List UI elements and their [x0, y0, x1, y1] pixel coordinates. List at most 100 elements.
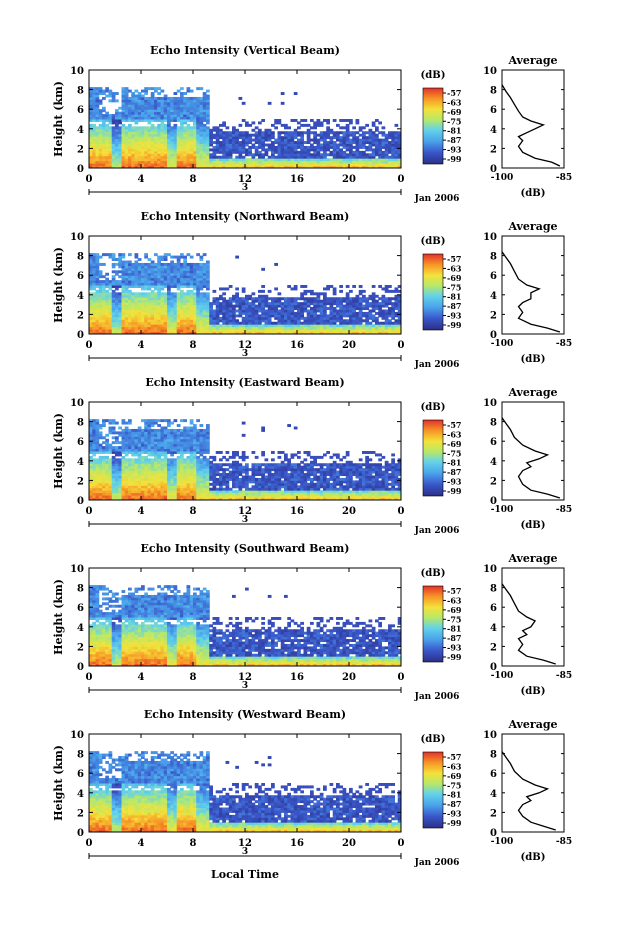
profile-y-tick-label: 6	[490, 271, 497, 282]
heatmap-cell	[382, 322, 386, 325]
heatmap-cell	[375, 158, 379, 161]
heatmap-cell	[187, 87, 191, 90]
heatmap-cell	[352, 151, 356, 154]
heatmap-cell	[109, 427, 113, 430]
heatmap-cell	[313, 297, 317, 300]
heatmap-cell	[261, 153, 265, 156]
heatmap-cell	[164, 292, 168, 295]
heatmap-cell	[323, 292, 327, 295]
heatmap-cell	[310, 119, 314, 122]
heatmap-cell	[391, 131, 395, 134]
heatmap-cells	[89, 419, 402, 500]
heatmap-cell	[300, 131, 304, 134]
heatmap-cell	[161, 427, 165, 430]
heatmap-cell	[307, 129, 311, 132]
heatmap-cell	[213, 290, 217, 293]
heatmap-cell	[206, 126, 210, 129]
heatmap-cell	[105, 124, 109, 127]
heatmap-cell	[177, 256, 181, 259]
heatmap-cell	[157, 97, 161, 100]
heatmap-cell	[151, 87, 155, 90]
heatmap-cell	[141, 90, 145, 93]
x-tick-label: 4	[138, 174, 145, 185]
heatmap-cell	[326, 141, 330, 144]
heatmap-cell	[115, 99, 119, 102]
heatmap-cell	[190, 290, 194, 293]
heatmap-cell	[378, 322, 382, 325]
chart-title: Echo Intensity (Eastward Beam)	[145, 376, 344, 389]
heatmap-cell	[161, 90, 165, 93]
heatmap-cell	[268, 302, 272, 305]
heatmap-cell	[339, 297, 343, 300]
heatmap-cell	[105, 439, 109, 442]
heatmap-cell	[112, 270, 116, 273]
heatmap-cell	[359, 285, 363, 288]
heatmap-cell	[128, 458, 132, 461]
heatmap-cell	[206, 292, 210, 295]
heatmap-cell	[105, 95, 109, 98]
heatmap-cell	[274, 126, 278, 129]
heatmap-cell	[388, 290, 392, 293]
heatmap-cell	[382, 295, 386, 298]
heatmap-cell	[203, 92, 207, 95]
heatmap-cell	[391, 302, 395, 305]
heatmap-cell	[109, 99, 113, 102]
heatmap-cell	[297, 121, 301, 124]
heatmap-cell	[382, 126, 386, 129]
profile-y-tick-label: 4	[490, 291, 497, 302]
heatmap-cell	[271, 141, 275, 144]
heatmap-cell	[284, 131, 288, 134]
heatmap-cell	[242, 297, 246, 300]
heatmap-cell	[135, 90, 139, 93]
heatmap-cell	[164, 263, 168, 266]
heatmap-cell	[281, 102, 285, 105]
heatmap-cell	[300, 119, 304, 122]
heatmap-cell	[317, 139, 321, 142]
heatmap-cell	[317, 119, 321, 122]
colorbar	[423, 254, 443, 330]
heatmap-cell	[99, 431, 103, 434]
heatmap-cell	[226, 126, 230, 129]
heatmap-cell	[115, 458, 119, 461]
heatmap-cell	[248, 124, 252, 127]
heatmap-cell	[304, 131, 308, 134]
heatmap-cell	[330, 151, 334, 154]
heatmap-cell	[372, 121, 376, 124]
heatmap-cell	[274, 263, 278, 266]
x-tick-label: 16	[290, 174, 304, 185]
heatmap-cell	[167, 458, 171, 461]
heatmap-cell	[122, 253, 126, 256]
heatmap-cell	[378, 297, 382, 300]
heatmap-cell	[369, 310, 373, 313]
heatmap-cell	[304, 285, 308, 288]
heatmap-cell	[115, 436, 119, 439]
heatmap-cell	[174, 429, 178, 432]
heatmap-cell	[167, 263, 171, 266]
heatmap-cell	[118, 253, 122, 256]
heatmap-cell	[109, 444, 113, 447]
heatmap-cell	[362, 151, 366, 154]
heatmap-cell	[96, 290, 100, 293]
heatmap-cell	[235, 156, 239, 159]
heatmap-cell	[326, 158, 330, 161]
heatmap-cell	[255, 297, 259, 300]
heatmap-cell	[102, 114, 106, 117]
heatmap-cell	[320, 300, 324, 303]
profile-x-tick-label: -100	[491, 173, 514, 183]
heatmap-cell	[326, 314, 330, 317]
y-tick-label: 0	[77, 164, 84, 175]
heatmap-cell	[274, 146, 278, 149]
heatmap-cell	[317, 314, 321, 317]
heatmap-cell	[226, 300, 230, 303]
heatmap-cell	[359, 290, 363, 293]
heatmap-cell	[385, 134, 389, 137]
heatmap-cell	[144, 253, 148, 256]
heatmap-cell	[105, 419, 109, 422]
heatmap-cell	[326, 297, 330, 300]
heatmap-cell	[365, 297, 369, 300]
heatmap-cell	[154, 253, 158, 256]
heatmap-cell	[391, 297, 395, 300]
x-tick-label: 8	[190, 340, 197, 351]
heatmap-cell	[112, 419, 116, 422]
